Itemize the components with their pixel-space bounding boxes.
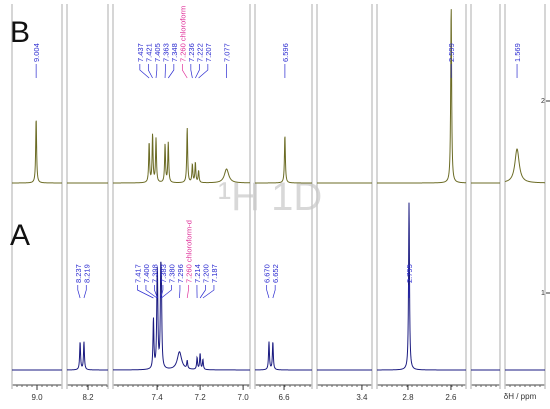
peak-label: 7.214: [193, 264, 202, 283]
peak-connector: [160, 285, 164, 299]
peak-connector: [145, 285, 158, 299]
peak-label: 7.383: [159, 264, 168, 283]
peak-label: 9.004: [32, 43, 41, 62]
peak-connector: [83, 285, 87, 299]
spectrum-trace: [12, 9, 545, 184]
peak-connector: [139, 64, 150, 79]
peak-label: 7.207: [204, 43, 213, 62]
peak-label: 2.795: [405, 264, 414, 283]
spectrum-name: B: [10, 16, 30, 49]
x-tick-label: 8.2: [82, 393, 94, 402]
peak-label: 7.296: [176, 264, 185, 283]
x-tick-label: 3.4: [356, 393, 368, 402]
peak-connector: [147, 64, 153, 79]
spectrum-index: 1: [541, 290, 545, 297]
peak-label: 7.222: [195, 43, 204, 62]
x-tick-label: 9.0: [31, 393, 43, 402]
peak-label: 7.421: [144, 43, 153, 62]
peak-label: 7.236: [187, 43, 196, 62]
peak-label: 7.077: [223, 43, 232, 62]
peak-label: 7.380: [167, 264, 176, 283]
peak-label: 7.260 chloroform: [178, 6, 187, 62]
peak-label: 6.670: [263, 264, 272, 283]
peak-connector: [167, 64, 175, 79]
peak-connector: [190, 64, 193, 79]
x-tick-label: 2.6: [445, 393, 457, 402]
peak-connector: [272, 285, 276, 299]
peak-label: 7.400: [142, 264, 151, 283]
peak-label: 7.260 chloroform-d: [184, 220, 193, 283]
peak-connector: [137, 285, 154, 299]
peak-label: 7.417: [133, 264, 142, 283]
peak-connector: [154, 285, 158, 299]
peak-connector: [198, 64, 209, 79]
peak-label: 6.596: [281, 43, 290, 62]
spectrum-trace: [12, 202, 545, 371]
peak-label: 6.652: [271, 264, 280, 283]
peak-connector: [186, 285, 189, 299]
x-tick-label: 2.8: [402, 393, 414, 402]
peak-label: 7.200: [201, 264, 210, 283]
peak-connector: [195, 64, 200, 79]
peak-label: 8.219: [82, 264, 91, 283]
x-tick-label: 7.0: [238, 393, 250, 402]
peak-connector: [155, 64, 158, 79]
peak-connector: [77, 285, 81, 299]
peak-connector: [199, 285, 206, 299]
peak-label: 8.237: [74, 264, 83, 283]
peak-label: 7.437: [136, 43, 145, 62]
peak-connector: [266, 285, 270, 299]
peak-connector: [202, 285, 215, 299]
x-tick-label: 7.2: [195, 393, 207, 402]
x-tick-label: 7.4: [152, 393, 164, 402]
spectrum-name: A: [10, 219, 30, 252]
x-tick-label: 6.6: [278, 393, 290, 402]
peak-label: 7.398: [150, 264, 159, 283]
peak-label: 7.363: [161, 43, 170, 62]
peak-label: 1.569: [513, 43, 522, 62]
peak-label: 7.405: [153, 43, 162, 62]
peak-label: 7.348: [170, 43, 179, 62]
spectrum-index: 2: [541, 98, 545, 105]
peak-connector: [161, 285, 172, 299]
peak-label: 7.187: [210, 264, 219, 283]
peak-label: 2.599: [447, 43, 456, 62]
x-axis-label: δH / ppm: [504, 392, 537, 401]
peak-connector: [181, 64, 188, 79]
